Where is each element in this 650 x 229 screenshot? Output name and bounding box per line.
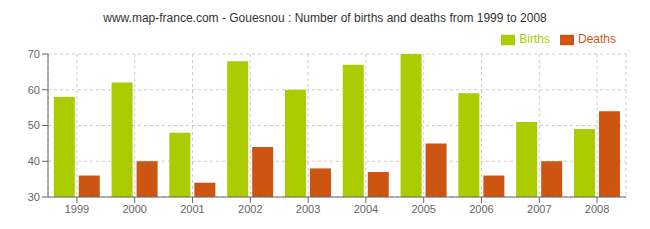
html-text:Deaths: Deaths bbox=[578, 32, 616, 46]
svg-text:2006: 2006 bbox=[469, 203, 493, 215]
svg-text:40: 40 bbox=[28, 155, 40, 167]
svg-text:2003: 2003 bbox=[296, 203, 320, 215]
svg-text:1999: 1999 bbox=[65, 203, 89, 215]
html-text:Births: Births bbox=[519, 32, 550, 46]
svg-text:2000: 2000 bbox=[122, 203, 146, 215]
svg-text:2004: 2004 bbox=[354, 203, 378, 215]
svg-text:2008: 2008 bbox=[585, 203, 609, 215]
svg-text:2005: 2005 bbox=[411, 203, 435, 215]
svg-text:2001: 2001 bbox=[180, 203, 204, 215]
svg-text:2002: 2002 bbox=[238, 203, 262, 215]
svg-text:50: 50 bbox=[28, 119, 40, 131]
svg-text:2007: 2007 bbox=[527, 203, 551, 215]
svg-text:70: 70 bbox=[28, 48, 40, 60]
svg-text:60: 60 bbox=[28, 84, 40, 96]
html-text:www.map-france.com - Gouesnou: www.map-france.com - Gouesnou : Number o… bbox=[103, 11, 547, 25]
svg-text:30: 30 bbox=[28, 191, 40, 203]
